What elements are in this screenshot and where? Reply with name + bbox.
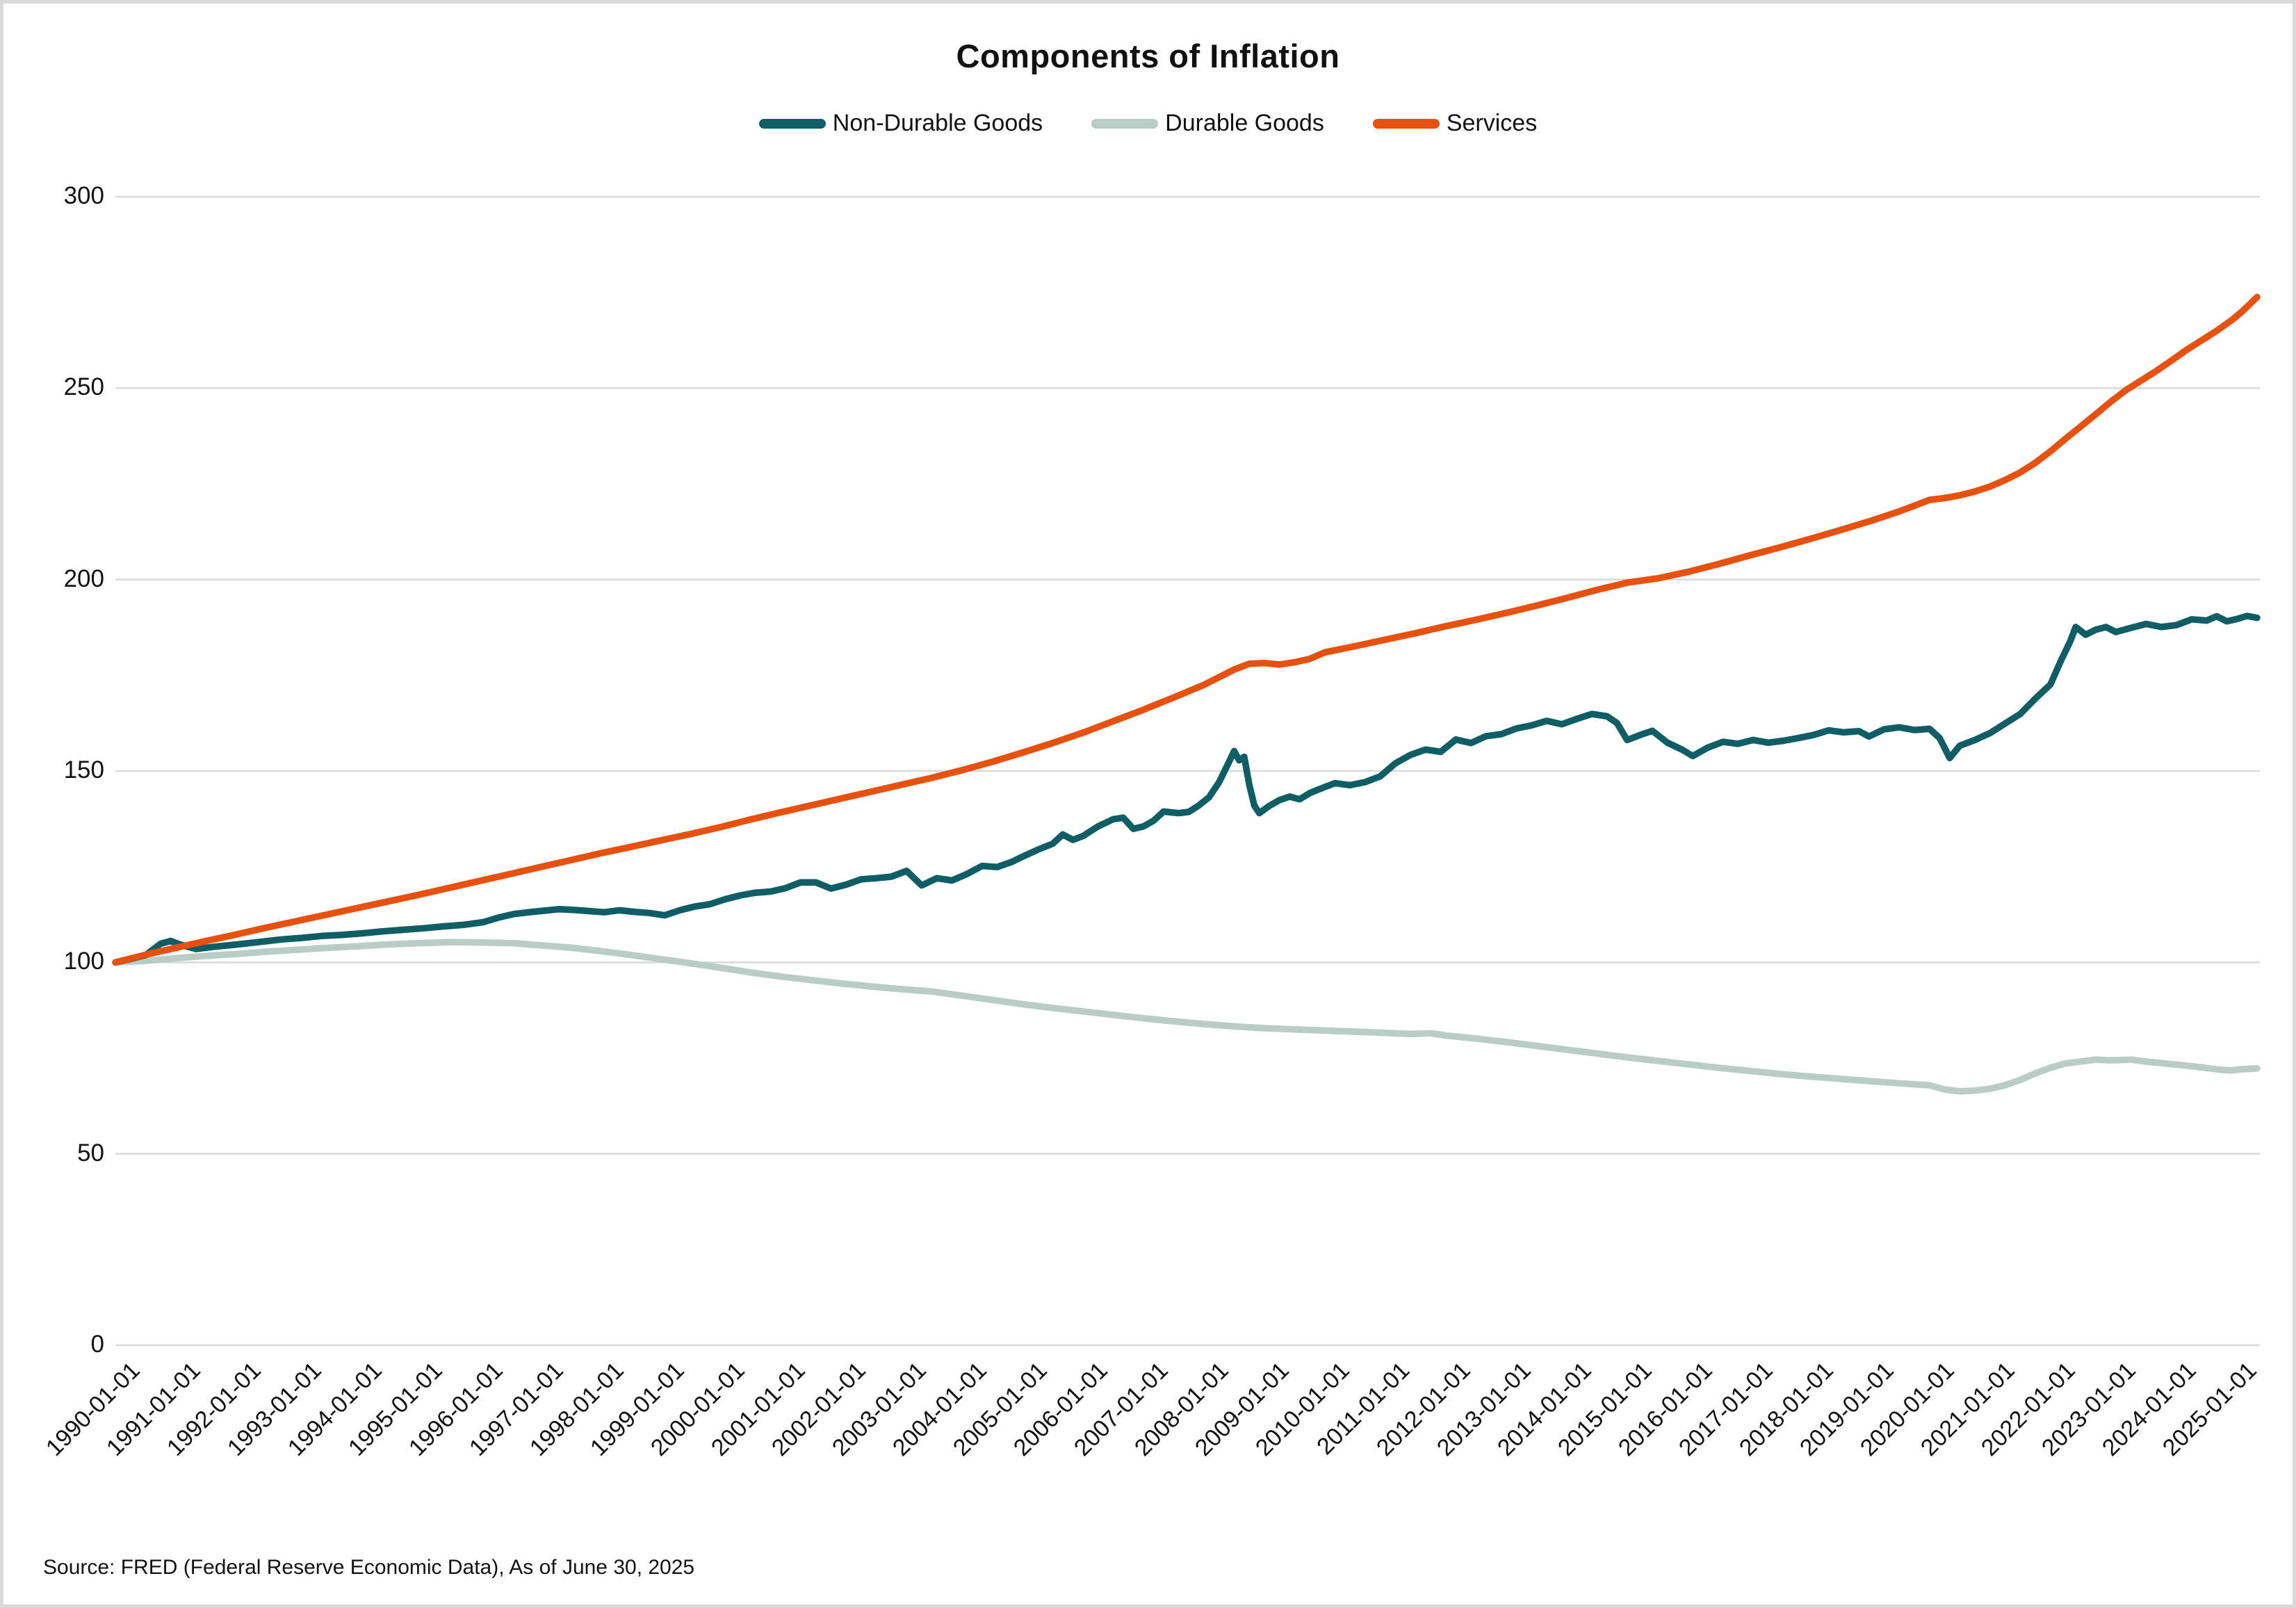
legend-item-durable-goods: Durable Goods: [1091, 110, 1324, 137]
y-tick-label-50: 50: [77, 1139, 104, 1167]
y-tick-label-300: 300: [63, 182, 104, 209]
legend-label: Services: [1446, 110, 1538, 136]
source-note: Source: FRED (Federal Reserve Economic D…: [43, 1556, 695, 1579]
y-tick-label-200: 200: [63, 565, 104, 592]
chart-title: Components of Inflation: [956, 38, 1340, 75]
legend-item-non-durable-goods: Non-Durable Goods: [758, 110, 1043, 137]
y-tick-label-150: 150: [63, 756, 104, 783]
y-tick-label-0: 0: [90, 1331, 104, 1358]
series-line-durable-goods: [112, 939, 2261, 1095]
legend: Non-Durable Goods Durable Goods Services: [0, 110, 2296, 137]
legend-label: Durable Goods: [1165, 110, 1324, 136]
legend-item-services: Services: [1372, 110, 1538, 137]
legend-swatch-icon: [758, 118, 826, 129]
legend-swatch-icon: [1372, 118, 1440, 129]
series-line-services: [112, 293, 2261, 966]
legend-label: Non-Durable Goods: [832, 110, 1043, 136]
series-line-non-durable-goods: [112, 612, 2261, 966]
y-tick-label-100: 100: [63, 948, 104, 975]
legend-swatch-icon: [1091, 118, 1159, 129]
y-tick-label-250: 250: [63, 373, 104, 401]
